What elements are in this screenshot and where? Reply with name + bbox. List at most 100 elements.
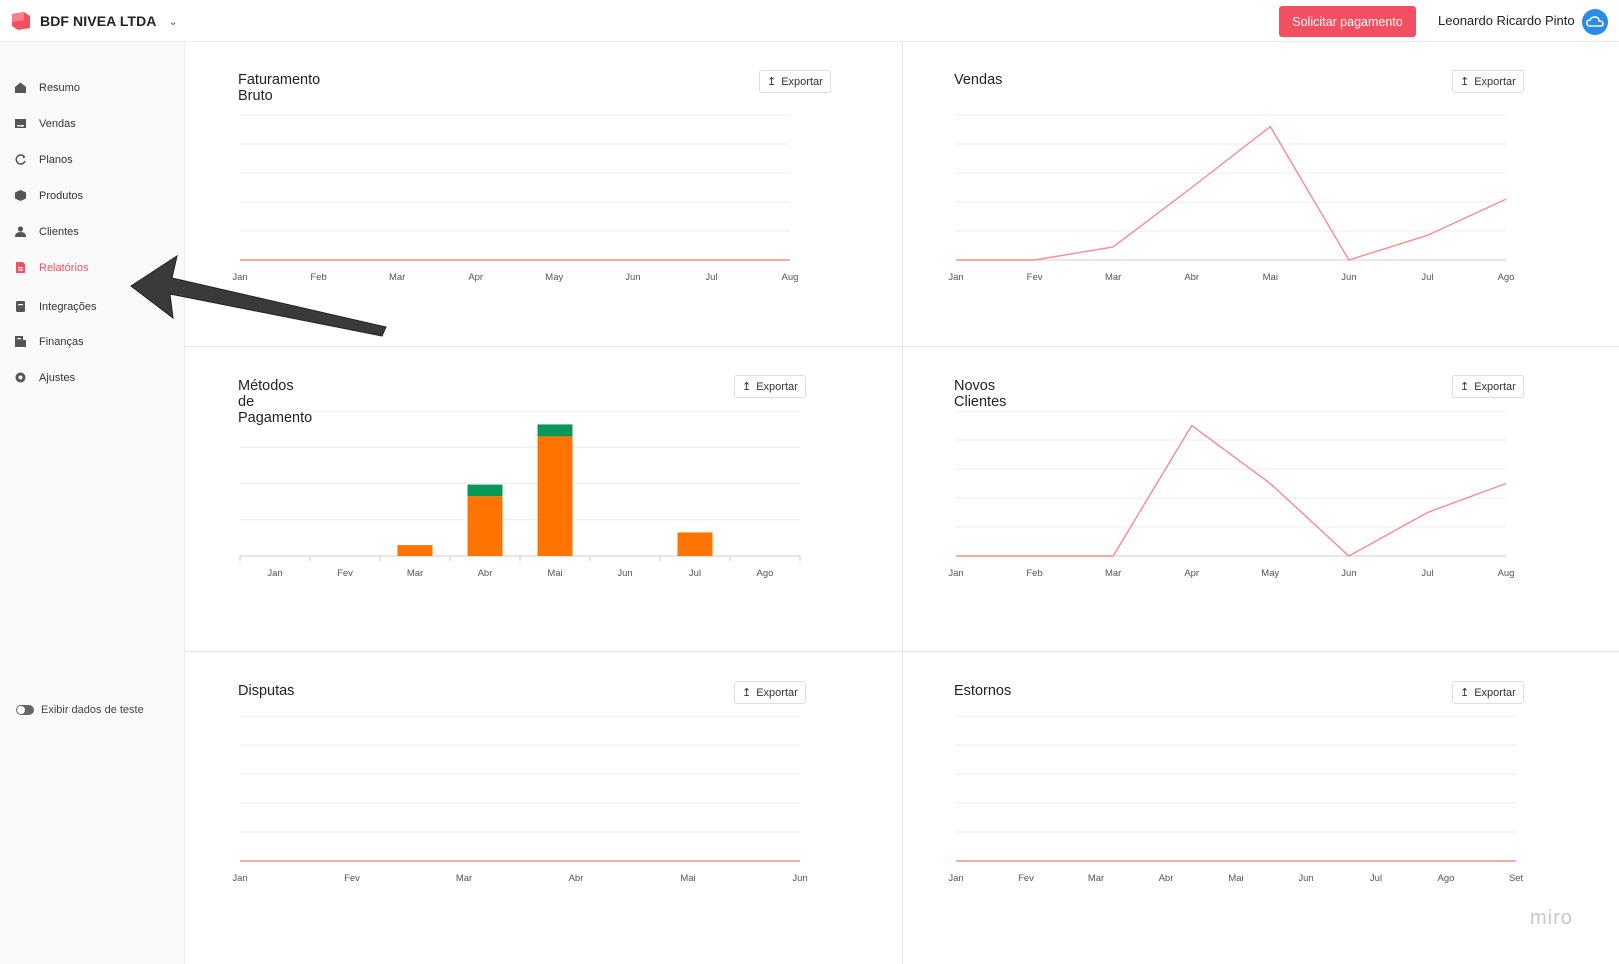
tick-label: Jul bbox=[1370, 873, 1382, 884]
tick-label: Jul bbox=[1421, 568, 1433, 579]
tick-label: Mai bbox=[1263, 272, 1278, 283]
sidebar: Resumo Vendas Planos Produtos Clientes R… bbox=[0, 42, 185, 964]
export-label: Exportar bbox=[781, 75, 823, 88]
tick-label: Jun bbox=[792, 873, 807, 884]
tick-label: Jan bbox=[232, 272, 247, 283]
settings-icon bbox=[15, 372, 26, 383]
tick-label: Ago bbox=[757, 568, 774, 579]
export-button[interactable]: ↥ Exportar bbox=[1452, 375, 1524, 398]
sidebar-item-relatorios[interactable]: Relatórios bbox=[14, 261, 89, 274]
export-button[interactable]: ↥ Exportar bbox=[734, 681, 806, 704]
sidebar-item-label: Planos bbox=[39, 153, 73, 166]
series-line bbox=[956, 125, 1507, 261]
new-clients-chart: Jan Feb Mar Apr May Jun Jul Aug bbox=[948, 411, 1515, 579]
tick-label: Mai bbox=[1228, 873, 1243, 884]
sidebar-item-label: Ajustes bbox=[39, 371, 76, 384]
miro-watermark: miro bbox=[1530, 907, 1573, 929]
sidebar-item-label: Produtos bbox=[39, 189, 84, 202]
chart-title: Métodos de Pagamento bbox=[238, 378, 313, 426]
report-icon bbox=[16, 262, 25, 273]
company-switcher[interactable]: BDF NIVEA LTDA ⌄ bbox=[10, 10, 178, 32]
export-label: Exportar bbox=[1474, 686, 1516, 699]
cloud-icon bbox=[1586, 16, 1604, 27]
disputes-chart: Jan Fev Mar Abr Mai Jun bbox=[232, 716, 808, 884]
sidebar-item-label: Relatórios bbox=[39, 261, 89, 274]
tick-label: Ago bbox=[1438, 873, 1455, 884]
tick-label: Feb bbox=[1026, 568, 1042, 579]
chevron-down-icon[interactable]: ⌄ bbox=[168, 15, 178, 28]
tick-label: Fev bbox=[337, 568, 353, 579]
tick-label: Mar bbox=[1105, 568, 1121, 579]
chart-title: Estornos bbox=[954, 683, 1012, 699]
tick-label: Mar bbox=[407, 568, 423, 579]
sidebar-item-ajustes[interactable]: Ajustes bbox=[14, 371, 75, 384]
chart-title: Novos Clientes bbox=[954, 378, 1007, 410]
tick-label: Jun bbox=[1341, 568, 1356, 579]
tick-label: May bbox=[545, 272, 563, 283]
tick-label: Jul bbox=[689, 568, 701, 579]
tick-label: Ago bbox=[1498, 272, 1515, 283]
tick-label: Mai bbox=[680, 873, 695, 884]
test-data-toggle[interactable]: Exibir dados de teste bbox=[16, 704, 144, 716]
test-data-toggle-label: Exibir dados de teste bbox=[41, 704, 144, 716]
user-name[interactable]: Leonardo Ricardo Pinto bbox=[1438, 13, 1575, 28]
tick-label: Fev bbox=[344, 873, 360, 884]
sidebar-item-produtos[interactable]: Produtos bbox=[14, 189, 83, 202]
sidebar-item-label: Finanças bbox=[39, 335, 84, 348]
sidebar-item-planos[interactable]: Planos bbox=[14, 153, 73, 166]
payment-methods-chart: Jan Fev Mar Abr Mai Jun Jul Ago bbox=[239, 411, 801, 579]
tick-label: Jun bbox=[625, 272, 640, 283]
request-payment-button[interactable]: Solicitar pagamento bbox=[1279, 6, 1416, 37]
tick-label: Feb bbox=[310, 272, 326, 283]
export-label: Exportar bbox=[756, 380, 798, 393]
tick-label: Mar bbox=[389, 272, 405, 283]
toggle-switch[interactable] bbox=[16, 705, 34, 715]
sidebar-item-clientes[interactable]: Clientes bbox=[14, 225, 79, 238]
tick-label: Jan bbox=[232, 873, 247, 884]
sidebar-item-label: Integrações bbox=[39, 300, 97, 313]
tick-label: Jan bbox=[948, 272, 963, 283]
tick-label: Mar bbox=[1105, 272, 1121, 283]
bar bbox=[397, 545, 433, 556]
upload-icon: ↥ bbox=[1460, 687, 1470, 699]
tick-label: Fev bbox=[1027, 272, 1043, 283]
upload-icon: ↥ bbox=[767, 76, 777, 88]
tick-label: Apr bbox=[1184, 568, 1199, 579]
tick-label: Jun bbox=[617, 568, 632, 579]
sidebar-item-resumo[interactable]: Resumo bbox=[14, 81, 80, 94]
tick-label: Jan bbox=[267, 568, 282, 579]
row-divider bbox=[185, 651, 1619, 652]
tick-label: Mar bbox=[456, 873, 472, 884]
tick-label: Jun bbox=[1298, 873, 1313, 884]
export-label: Exportar bbox=[756, 686, 798, 699]
export-button[interactable]: ↥ Exportar bbox=[1452, 70, 1524, 93]
tick-label: Mai bbox=[547, 568, 562, 579]
avatar[interactable] bbox=[1582, 9, 1608, 35]
export-button[interactable]: ↥ Exportar bbox=[759, 70, 831, 93]
tick-label: Abr bbox=[1184, 272, 1199, 283]
tick-label: Aug bbox=[1498, 568, 1515, 579]
sidebar-item-financas[interactable]: Finanças bbox=[14, 335, 84, 348]
bar bbox=[467, 484, 503, 497]
export-button[interactable]: ↥ Exportar bbox=[734, 375, 806, 398]
sidebar-item-integracoes[interactable]: Integrações bbox=[14, 300, 96, 313]
home-icon bbox=[15, 82, 26, 93]
chart-title: Disputas bbox=[238, 683, 295, 699]
sidebar-item-vendas[interactable]: Vendas bbox=[14, 117, 76, 130]
export-label: Exportar bbox=[1474, 75, 1516, 88]
sidebar-item-label: Resumo bbox=[39, 81, 80, 94]
tick-label: Mar bbox=[1088, 873, 1104, 884]
tick-label: Jul bbox=[705, 272, 717, 283]
row-divider bbox=[185, 346, 1619, 347]
tick-label: May bbox=[1261, 568, 1279, 579]
chart-title: Faturamento Bruto bbox=[238, 72, 321, 104]
refresh-icon bbox=[15, 154, 26, 165]
export-label: Exportar bbox=[1474, 380, 1516, 393]
column-divider bbox=[902, 42, 903, 964]
tick-label: Abr bbox=[569, 873, 584, 884]
bar bbox=[467, 496, 503, 556]
export-button[interactable]: ↥ Exportar bbox=[1452, 681, 1524, 704]
tick-label: Set bbox=[1509, 873, 1524, 884]
tick-label: Abr bbox=[1159, 873, 1174, 884]
brand-logo-icon bbox=[12, 12, 30, 30]
